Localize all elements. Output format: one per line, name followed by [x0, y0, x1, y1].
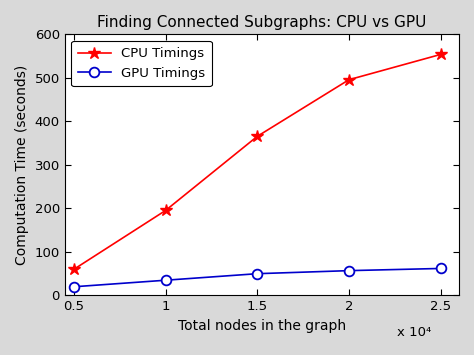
GPU Timings	[163, 278, 168, 282]
Legend: CPU Timings, GPU Timings: CPU Timings, GPU Timings	[71, 40, 212, 86]
CPU Timings	[346, 78, 352, 82]
Text: x 10⁴: x 10⁴	[397, 326, 431, 339]
X-axis label: Total nodes in the graph: Total nodes in the graph	[178, 319, 346, 333]
CPU Timings	[255, 134, 260, 138]
Title: Finding Connected Subgraphs: CPU vs GPU: Finding Connected Subgraphs: CPU vs GPU	[97, 15, 427, 30]
CPU Timings	[438, 52, 444, 56]
GPU Timings	[255, 272, 260, 276]
GPU Timings	[71, 285, 77, 289]
GPU Timings	[438, 266, 444, 271]
CPU Timings	[163, 208, 168, 213]
Line: GPU Timings: GPU Timings	[69, 264, 446, 291]
GPU Timings	[346, 268, 352, 273]
CPU Timings	[71, 267, 77, 272]
Line: CPU Timings: CPU Timings	[68, 48, 447, 275]
Y-axis label: Computation Time (seconds): Computation Time (seconds)	[15, 65, 29, 265]
